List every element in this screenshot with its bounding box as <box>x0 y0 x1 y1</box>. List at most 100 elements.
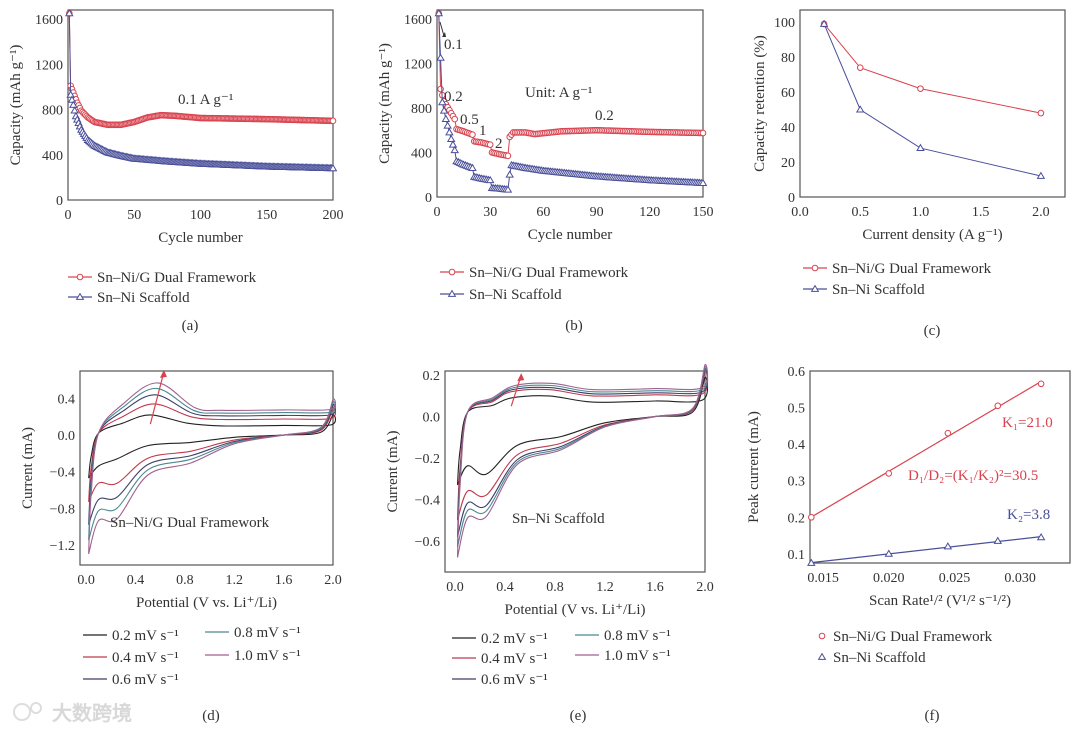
watermark-logo-icon <box>30 702 42 714</box>
y-tick-label: 0.3 <box>788 475 806 490</box>
x-tick-label: 50 <box>127 208 141 223</box>
watermark: 大数跨境 <box>13 701 132 725</box>
x-tick-label: 2.0 <box>1032 205 1050 220</box>
data-point <box>808 513 815 521</box>
legend-label: Sn–Ni/G Dual Framework <box>469 265 629 281</box>
y-tick-label: 0 <box>56 194 63 209</box>
x-tick-label: 60 <box>536 205 550 220</box>
y-axis-label: Capacity (mAh g⁻¹) <box>377 43 393 164</box>
x-tick-label: 0 <box>65 208 72 223</box>
x-tick-label: 2.0 <box>696 580 714 595</box>
data-point <box>884 549 894 557</box>
data-point <box>885 470 893 477</box>
y-tick-label: 0 <box>425 191 432 206</box>
arrow-head-icon <box>159 369 167 378</box>
data-point <box>65 9 74 17</box>
x-tick-label: 1.6 <box>275 573 293 588</box>
plot-frame <box>799 9 1066 198</box>
plot-frame <box>436 9 704 198</box>
data-point <box>699 129 707 137</box>
y-tick-label: 800 <box>411 102 432 117</box>
legend: Sn–Ni/G Dual Framework Sn–Ni Scaffold <box>817 629 993 666</box>
data-point <box>1036 533 1046 541</box>
legend-marker <box>811 264 819 272</box>
data-point <box>504 152 512 160</box>
y-tick-label: 400 <box>411 146 432 161</box>
panel-label: (a) <box>182 318 199 334</box>
data-point <box>503 185 513 193</box>
legend-marker <box>448 268 456 276</box>
y-tick-label: 60 <box>781 86 795 101</box>
series-group <box>88 369 337 555</box>
legend-item: Sn–Ni/G Dual Framework <box>803 261 992 277</box>
y-tick-label: 0 <box>788 191 795 206</box>
arrow-head-icon <box>442 32 446 37</box>
data-point <box>993 536 1003 544</box>
data-point <box>441 114 451 122</box>
x-axis-label: Potential (V vs. Li⁺/Li) <box>505 602 646 618</box>
x-tick-label: 0.030 <box>1004 571 1036 586</box>
plot-frame <box>67 9 334 201</box>
y-tick-label: 1600 <box>404 13 432 28</box>
plot-frame <box>79 370 334 566</box>
series-group <box>819 19 1046 179</box>
legend-marker <box>818 632 826 640</box>
data-point <box>1037 380 1045 388</box>
annotation: 0.2 <box>595 108 614 124</box>
annotation: 1 <box>479 123 487 139</box>
fit-line-0 <box>811 380 1042 518</box>
legend-marker <box>76 273 84 281</box>
data-point <box>70 106 79 114</box>
y-tick-label: −1.2 <box>50 539 75 554</box>
x-tick-label: 0.8 <box>546 580 564 595</box>
legend-label: Sn–Ni/G Dual Framework <box>833 629 993 645</box>
y-axis-label: Current (mA) <box>385 430 401 512</box>
y-tick-label: 0.6 <box>788 365 806 380</box>
fit-line-1 <box>811 536 1042 564</box>
panel-label: (b) <box>565 318 583 334</box>
data-point <box>437 85 444 93</box>
legend-item: 0.4 mV s⁻¹ <box>452 651 548 667</box>
x-tick-label: 0 <box>434 205 441 220</box>
legend-item: 0.6 mV s⁻¹ <box>83 672 179 688</box>
legend-label: 0.6 mV s⁻¹ <box>481 672 548 688</box>
y-tick-label: 0.4 <box>58 392 76 407</box>
legend-item: 1.0 mV s⁻¹ <box>575 648 671 664</box>
legend-item: Sn–Ni/G Dual Framework <box>440 265 629 281</box>
legend-marker <box>810 284 820 292</box>
plot-frame <box>444 370 706 573</box>
data-point <box>451 115 459 123</box>
legend-label: 0.2 mV s⁻¹ <box>112 628 179 644</box>
x-axis-label: Cycle number <box>528 227 613 243</box>
legend-label: Sn–Ni Scaffold <box>469 287 562 303</box>
series-line-1 <box>438 13 704 191</box>
y-tick-label: 0.5 <box>788 402 806 417</box>
data-point <box>450 145 460 154</box>
x-tick-label: 0.0 <box>791 205 809 220</box>
legend-item: Sn–Ni/G Dual Framework <box>68 270 257 286</box>
legend-label: 0.4 mV s⁻¹ <box>112 650 179 666</box>
data-point <box>468 163 477 171</box>
data-point <box>485 175 495 184</box>
y-tick-label: −0.4 <box>50 466 75 481</box>
y-tick-label: 100 <box>774 16 795 31</box>
legend-item: Sn–Ni Scaffold <box>68 290 190 306</box>
panel-b: 0 30 60 90 120 150 0 400 800 1200 1600 Cycle number… <box>377 8 714 334</box>
x-tick-label: 1.2 <box>596 580 614 595</box>
plot-frame <box>809 370 1071 564</box>
x-tick-label: 0.8 <box>176 573 194 588</box>
y-tick-label: 1600 <box>35 13 63 28</box>
panel-f: 0.015 0.020 0.025 0.030 0.1 0.2 0.3 0.4 0.5 0.6 Sc… <box>746 365 1071 724</box>
data-point <box>486 141 494 148</box>
legend-marker <box>75 292 85 300</box>
data-point <box>329 117 337 125</box>
y-tick-label: 0.2 <box>788 511 806 526</box>
data-point <box>448 140 458 148</box>
annotation: 0.2 <box>444 89 463 105</box>
legend-label: 1.0 mV s⁻¹ <box>234 648 301 664</box>
x-tick-label: 120 <box>639 205 660 220</box>
data-point <box>436 53 445 61</box>
panel-a: 0 50 100 150 200 0 400 800 1200 1600 Cycle number C… <box>8 9 344 334</box>
y-tick-label: 400 <box>42 149 63 164</box>
